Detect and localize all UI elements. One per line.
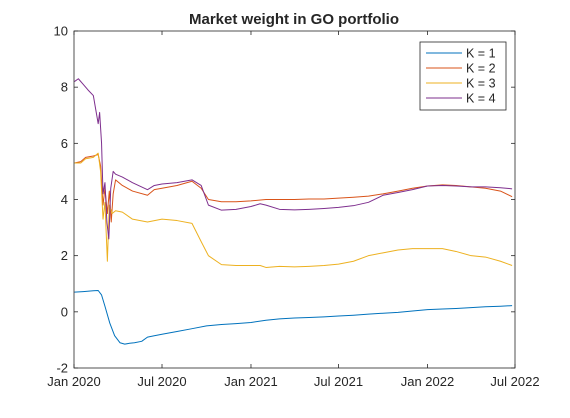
y-tick-label: 8 bbox=[61, 80, 68, 95]
x-tick-label: Jan 2022 bbox=[401, 374, 455, 389]
legend: K = 1K = 2K = 3K = 4 bbox=[419, 41, 507, 111]
y-tick-label: 0 bbox=[61, 304, 68, 319]
legend-label-4: K = 4 bbox=[466, 92, 496, 106]
y-tick-label: 10 bbox=[54, 24, 68, 39]
series-layer bbox=[74, 78, 513, 345]
y-tick-label: 4 bbox=[61, 192, 68, 207]
y-tick-label: 2 bbox=[61, 248, 68, 263]
series-line-1 bbox=[74, 289, 513, 345]
x-tick-label: Jan 2021 bbox=[224, 374, 278, 389]
y-tick-label: -2 bbox=[56, 361, 68, 376]
series-line-3 bbox=[74, 152, 513, 268]
legend-label-2: K = 2 bbox=[466, 62, 496, 76]
legend-label-1: K = 1 bbox=[466, 47, 496, 61]
x-tick-label: Jul 2022 bbox=[490, 374, 539, 389]
series-line-4 bbox=[74, 78, 513, 240]
x-tick-label: Jul 2021 bbox=[314, 374, 363, 389]
y-axis: -2 0 2 4 6 8 10 bbox=[54, 24, 515, 376]
x-axis: Jan 2020 Jul 2020 Jan 2021 Jul 2021 Jan 2022… bbox=[47, 31, 540, 389]
legend-label-3: K = 3 bbox=[466, 77, 496, 91]
y-tick-label: 6 bbox=[61, 136, 68, 151]
x-tick-label: Jan 2020 bbox=[47, 374, 101, 389]
x-tick-label: Jul 2020 bbox=[137, 374, 186, 389]
chart-title: Market weight in GO portfolio bbox=[189, 11, 399, 28]
